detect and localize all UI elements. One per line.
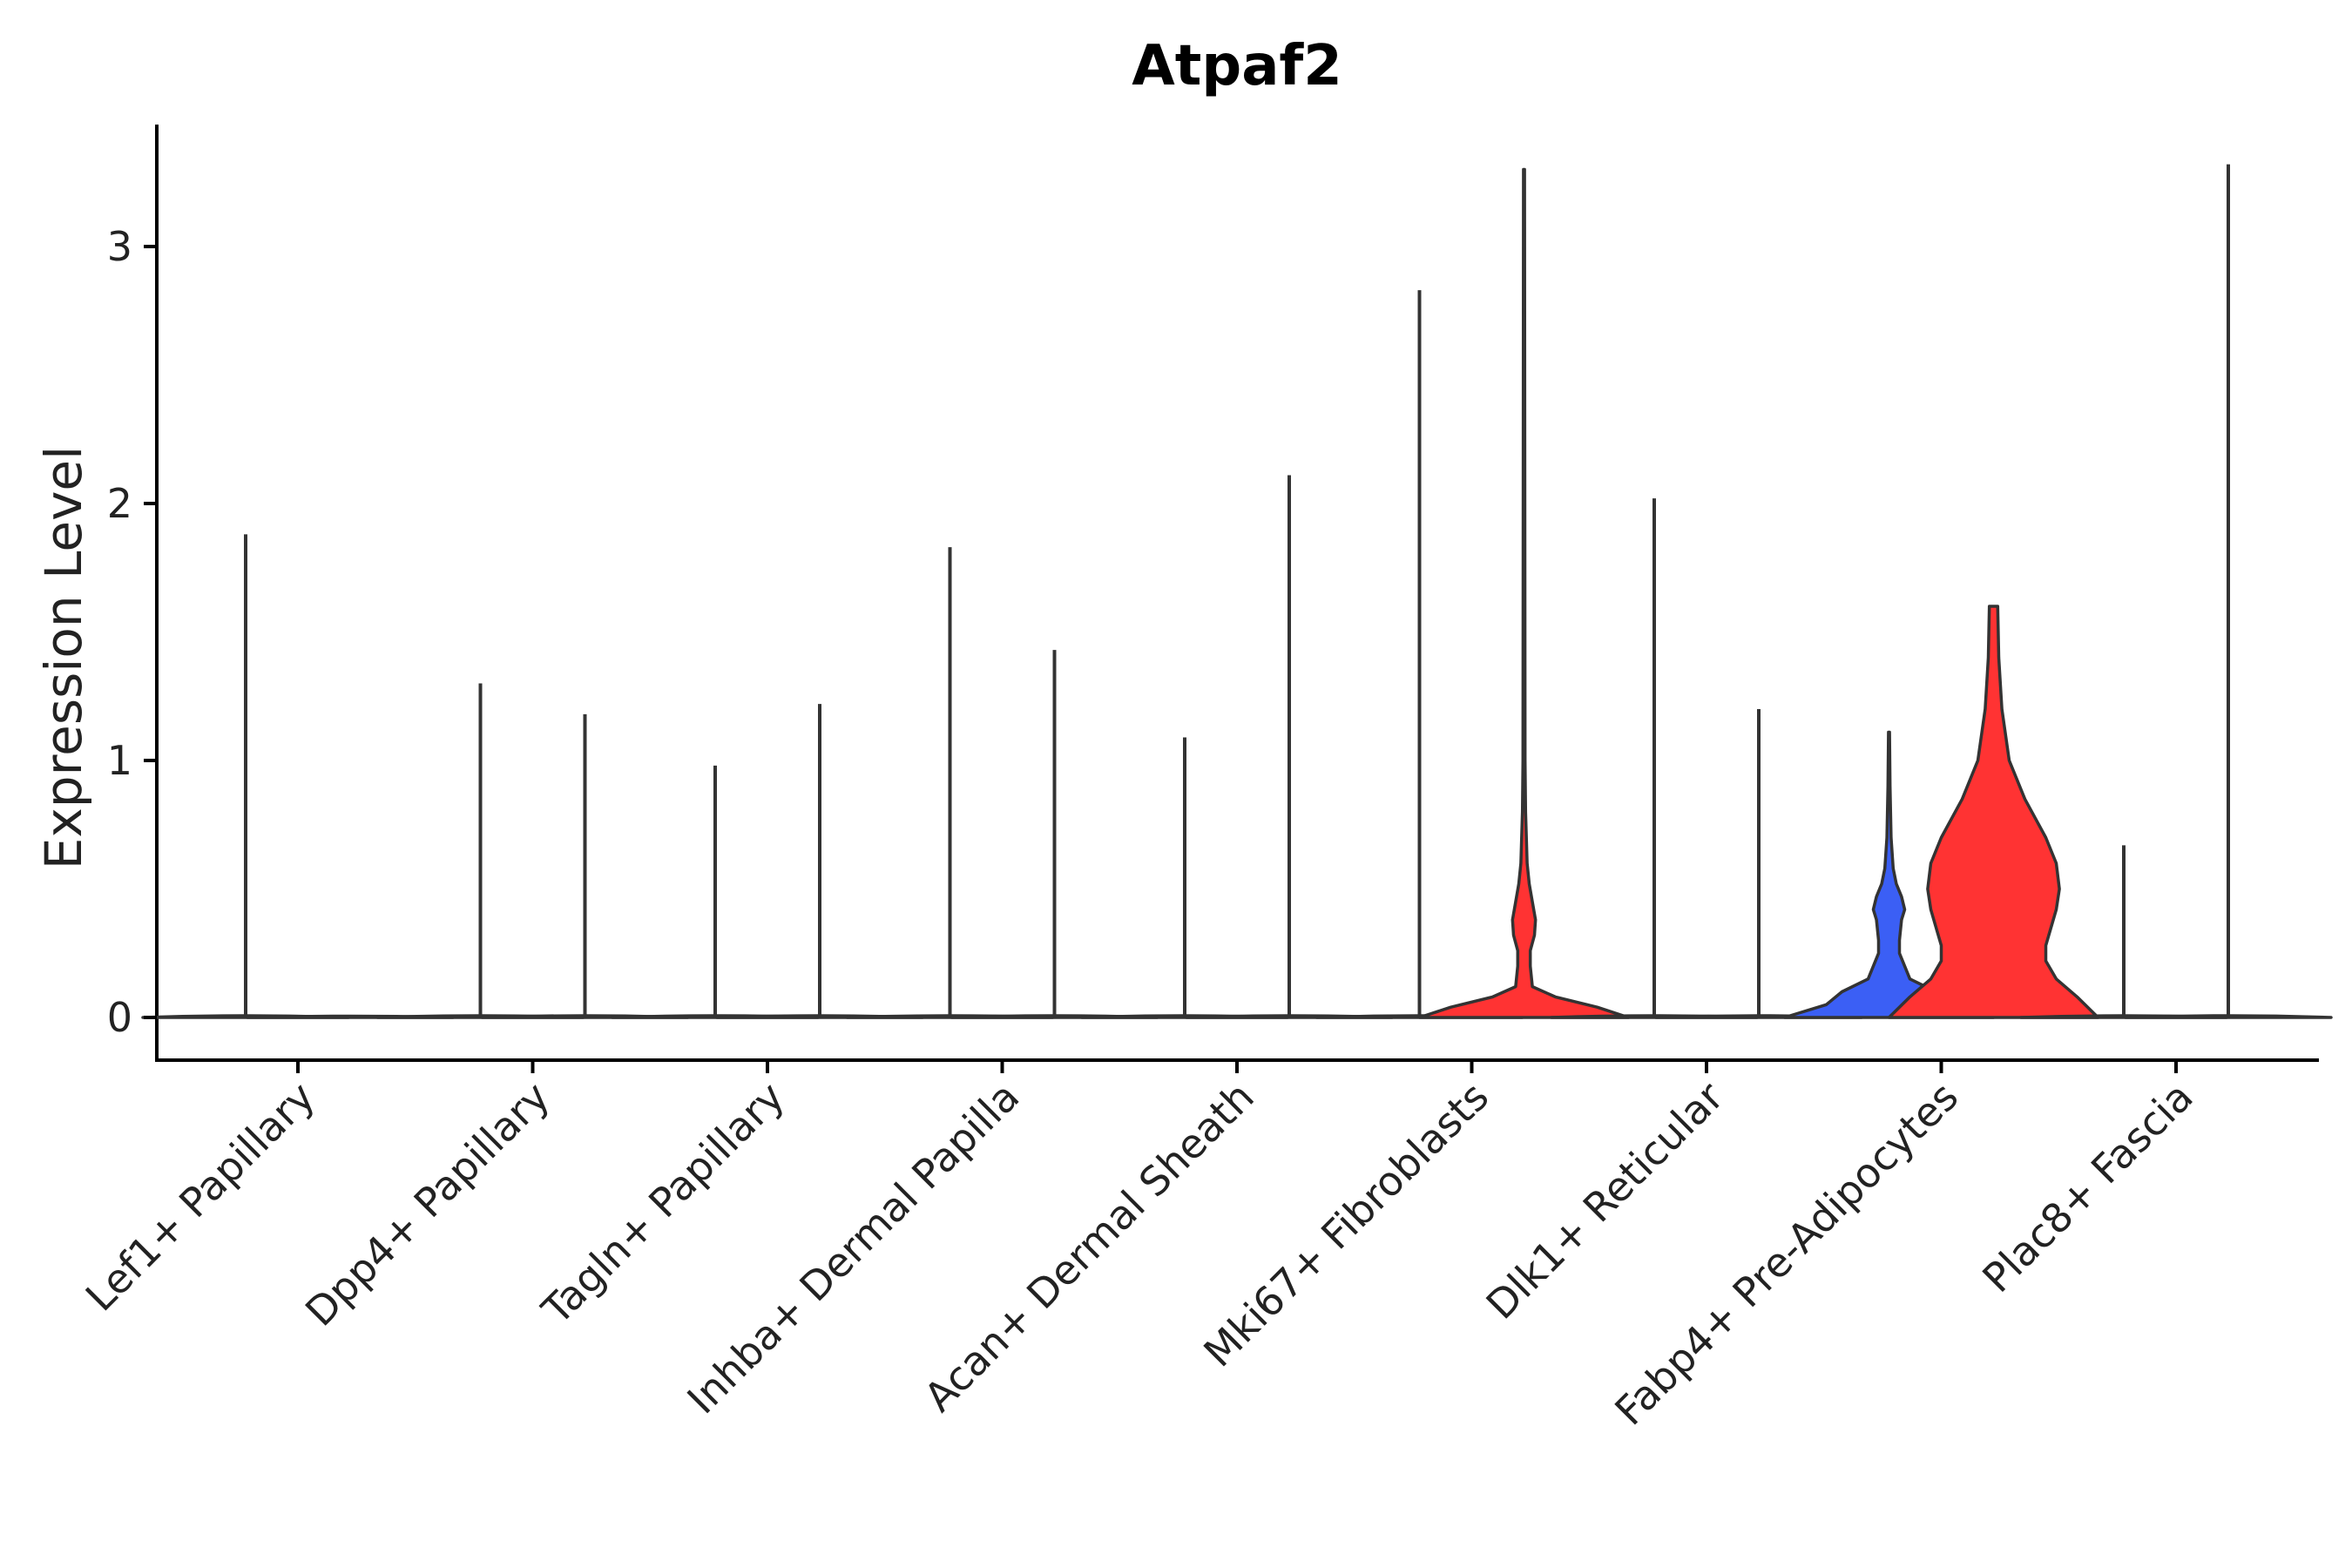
x-tick-label: Dpp4+ Papillary: [296, 1073, 558, 1335]
y-axis-label: Expression Level: [34, 446, 93, 869]
y-tick-label: 2: [107, 480, 132, 527]
x-tick-label: Lef1+ Papillary: [77, 1073, 324, 1321]
x-tick-label: Tagln+ Papillary: [532, 1073, 794, 1335]
chart-title: Atpaf2: [1132, 34, 1342, 98]
x-tick-label: Plac8+ Fascia: [1973, 1073, 2201, 1301]
y-ticks: 0 1 2 3: [107, 223, 157, 1041]
violin-right: [1887, 605, 2100, 1019]
x-tick-label: Dlk1+ Reticular: [1477, 1073, 1733, 1328]
violin-left: [1782, 730, 1996, 1019]
violin-group: [141, 164, 2333, 1019]
y-tick-label: 0: [107, 994, 132, 1041]
violin-right: [1417, 167, 1631, 1019]
y-tick-label: 3: [107, 223, 132, 270]
y-tick-label: 1: [107, 737, 132, 784]
